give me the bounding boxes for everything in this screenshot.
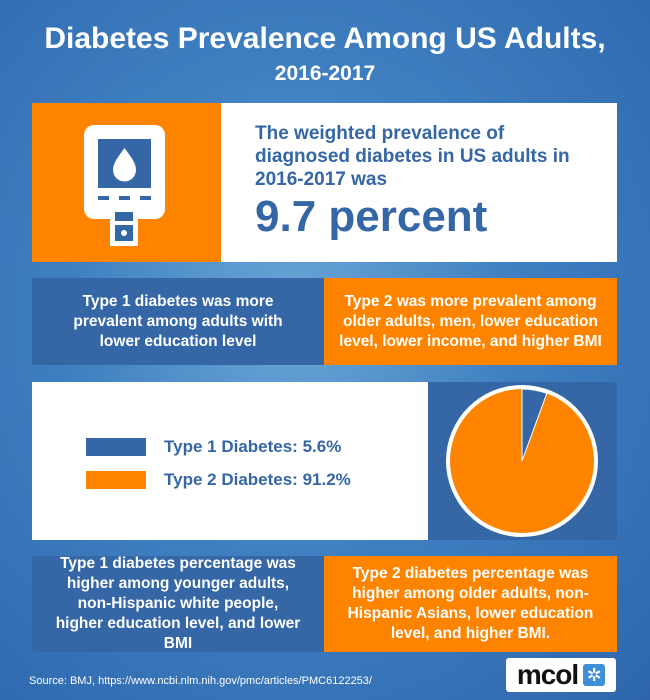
glucose-meter-icon (84, 125, 165, 246)
mcol-logo: mcol ✲ (506, 658, 616, 692)
legend-swatch-type1 (86, 438, 146, 456)
type2-prevalence-note: Type 2 was more prevalent among older ad… (324, 278, 617, 365)
pie-panel (428, 382, 617, 540)
logo-text: mcol (516, 659, 579, 690)
legend-item-type1: Type 1 Diabetes: 5.6% (86, 437, 341, 457)
legend-label-type1: Type 1 Diabetes: 5.6% (164, 437, 342, 456)
type1-prevalence-note: Type 1 diabetes was more prevalent among… (32, 278, 324, 365)
legend-item-type2: Type 2 Diabetes: 91.2% (86, 470, 351, 490)
logo-asterisk-icon: ✲ (583, 664, 606, 686)
headline-panel: The weighted prevalence of diagnosed dia… (221, 103, 617, 262)
legend-swatch-type2 (86, 471, 146, 489)
legend-panel (32, 382, 428, 540)
pie-slice-type1 (521, 388, 548, 462)
legend-label-type2: Type 2 Diabetes: 91.2% (164, 470, 351, 489)
icon-panel (32, 103, 221, 262)
title-line1: Diabetes Prevalence Among US Adults, (44, 22, 606, 55)
title-line2: 2016-2017 (274, 62, 376, 85)
type1-percentage-note: Type 1 diabetes percentage was higher am… (32, 555, 324, 652)
type2-percentage-note: Type 2 diabetes percentage was higher am… (324, 556, 617, 652)
headline-text: The weighted prevalence of diagnosed dia… (255, 123, 570, 190)
pie-chart (446, 385, 598, 537)
headline-value: 9.7 percent (255, 192, 488, 241)
source-text: Source: BMJ, https://www.ncbi.nlm.nih.go… (29, 675, 372, 687)
